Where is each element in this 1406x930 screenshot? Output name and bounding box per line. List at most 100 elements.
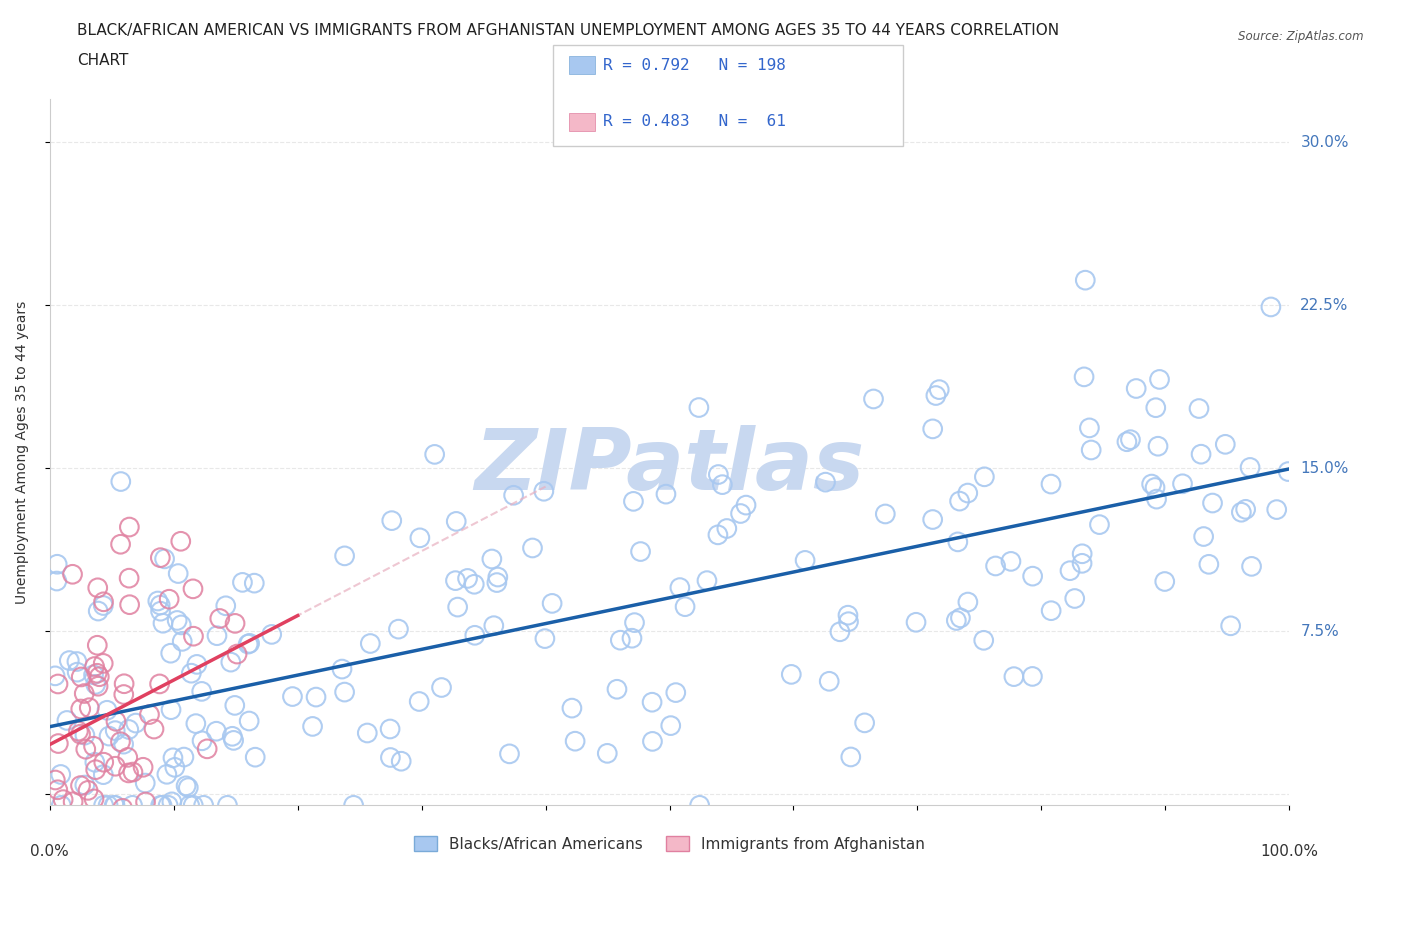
Point — [44, 773, 66, 788]
Point — [730, 506, 752, 521]
Point — [117, 765, 139, 780]
Point — [62, 567, 84, 582]
Point — [1071, 546, 1094, 561]
Point — [52, 792, 75, 807]
Point — [66, 665, 89, 680]
Point — [134, 776, 156, 790]
Point — [1073, 369, 1095, 384]
Point — [160, 794, 183, 809]
Point — [301, 719, 323, 734]
Point — [984, 559, 1007, 574]
Point — [159, 645, 181, 660]
Point — [86, 666, 108, 681]
Point — [381, 513, 404, 528]
Point — [669, 580, 692, 595]
Point — [56, 713, 79, 728]
Point — [641, 734, 664, 749]
Point — [243, 576, 266, 591]
Point — [444, 514, 467, 529]
Point — [956, 594, 979, 609]
Point — [69, 726, 91, 741]
Point — [73, 686, 96, 701]
Point — [818, 674, 841, 689]
Point — [502, 488, 524, 503]
Point — [103, 809, 125, 824]
Point — [77, 700, 100, 715]
Point — [1192, 529, 1215, 544]
Point — [1002, 670, 1025, 684]
Point — [83, 659, 105, 674]
Point — [205, 629, 228, 644]
Point — [707, 527, 730, 542]
Point — [181, 581, 204, 596]
Point — [498, 747, 520, 762]
Point — [522, 540, 544, 555]
Text: BLACK/AFRICAN AMERICAN VS IMMIGRANTS FROM AFGHANISTAN UNEMPLOYMENT AMONG AGES 35: BLACK/AFRICAN AMERICAN VS IMMIGRANTS FRO… — [77, 23, 1060, 38]
Point — [87, 679, 110, 694]
Point — [122, 764, 145, 779]
Point — [208, 611, 231, 626]
Point — [150, 798, 173, 813]
Point — [117, 750, 139, 764]
Point — [481, 551, 503, 566]
Point — [125, 809, 148, 824]
Point — [561, 700, 583, 715]
Point — [177, 780, 200, 795]
Point — [87, 580, 110, 595]
Point — [1040, 604, 1063, 618]
Point — [149, 798, 172, 813]
Point — [173, 750, 195, 764]
Point — [112, 687, 135, 702]
Point — [260, 627, 283, 642]
Point — [380, 751, 402, 765]
Point — [423, 447, 446, 462]
Point — [1171, 476, 1194, 491]
Point — [623, 494, 645, 509]
Point — [973, 470, 995, 485]
Point — [46, 676, 69, 691]
Point — [1040, 477, 1063, 492]
Point — [183, 629, 205, 644]
Point — [1201, 496, 1223, 511]
Point — [794, 553, 817, 568]
Point — [172, 634, 194, 649]
Point — [97, 798, 120, 813]
Point — [837, 607, 859, 622]
Point — [195, 741, 218, 756]
Point — [606, 682, 628, 697]
Point — [1021, 569, 1043, 584]
Point — [444, 573, 467, 588]
Point — [118, 597, 141, 612]
Text: 100.0%: 100.0% — [1260, 844, 1319, 859]
Point — [1074, 272, 1097, 287]
Point — [149, 676, 172, 691]
Point — [186, 657, 208, 671]
Point — [77, 783, 100, 798]
Point — [118, 520, 141, 535]
Point — [408, 694, 430, 709]
Point — [1277, 464, 1299, 479]
Point — [104, 714, 127, 729]
Point — [359, 636, 381, 651]
Point — [839, 750, 862, 764]
Point — [356, 725, 378, 740]
Point — [333, 549, 356, 564]
Point — [1230, 505, 1253, 520]
Point — [91, 809, 114, 824]
Point — [184, 716, 207, 731]
Point — [89, 670, 111, 684]
Point — [83, 668, 105, 683]
Point — [928, 382, 950, 397]
Point — [69, 778, 91, 793]
Point — [86, 638, 108, 653]
Point — [533, 484, 555, 498]
Point — [446, 600, 468, 615]
Point — [1143, 480, 1166, 495]
Point — [1234, 502, 1257, 517]
Point — [98, 728, 121, 743]
Point — [167, 566, 190, 581]
Point — [226, 646, 249, 661]
Point — [485, 575, 508, 590]
Point — [973, 633, 995, 648]
Point — [143, 809, 166, 824]
